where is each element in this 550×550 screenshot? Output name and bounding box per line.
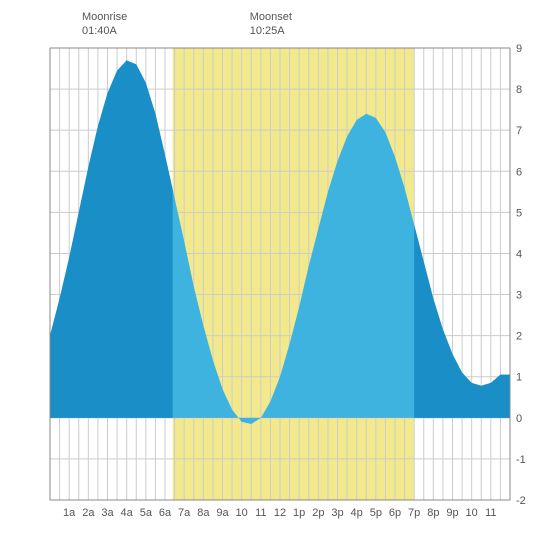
svg-text:3p: 3p (331, 507, 343, 519)
moonrise-title: Moonrise (82, 11, 127, 23)
svg-text:-1: -1 (516, 454, 526, 466)
svg-text:7p: 7p (408, 507, 420, 519)
svg-text:5: 5 (516, 207, 522, 219)
chart-svg: -2-101234567891a2a3a4a5a6a7a8a9a1011121p… (10, 10, 540, 540)
svg-text:8: 8 (516, 84, 522, 96)
svg-text:12: 12 (274, 507, 286, 519)
svg-text:6: 6 (516, 166, 522, 178)
svg-text:1a: 1a (63, 507, 76, 519)
svg-text:6p: 6p (389, 507, 401, 519)
svg-text:2: 2 (516, 331, 522, 343)
moonset-title: Moonset (250, 11, 292, 23)
svg-text:11: 11 (255, 507, 266, 519)
svg-text:6a: 6a (159, 507, 172, 519)
svg-text:3a: 3a (101, 507, 114, 519)
moonrise-time: 01:40A (82, 25, 117, 37)
svg-text:10: 10 (236, 507, 248, 519)
moonset-time: 10:25A (250, 25, 285, 37)
svg-text:-2: -2 (516, 495, 526, 507)
svg-text:2a: 2a (82, 507, 95, 519)
svg-text:1p: 1p (293, 507, 305, 519)
svg-text:7: 7 (516, 125, 522, 137)
svg-text:1: 1 (516, 372, 522, 384)
svg-text:3: 3 (516, 290, 522, 302)
svg-text:9: 9 (516, 43, 522, 55)
svg-text:10: 10 (466, 507, 478, 519)
svg-text:5p: 5p (370, 507, 382, 519)
svg-text:5a: 5a (140, 507, 153, 519)
svg-text:9a: 9a (216, 507, 229, 519)
svg-text:2p: 2p (312, 507, 324, 519)
svg-text:11: 11 (485, 507, 496, 519)
moonrise-label: Moonrise 01:40A (82, 10, 127, 39)
svg-text:4: 4 (516, 248, 522, 260)
svg-text:4p: 4p (351, 507, 363, 519)
svg-text:8a: 8a (197, 507, 210, 519)
svg-text:0: 0 (516, 413, 522, 425)
svg-text:4a: 4a (121, 507, 134, 519)
moonset-label: Moonset 10:25A (250, 10, 292, 39)
tide-chart: Moonrise 01:40A Moonset 10:25A -2-101234… (10, 10, 540, 540)
svg-text:7a: 7a (178, 507, 191, 519)
svg-text:9p: 9p (446, 507, 458, 519)
svg-text:8p: 8p (427, 507, 439, 519)
